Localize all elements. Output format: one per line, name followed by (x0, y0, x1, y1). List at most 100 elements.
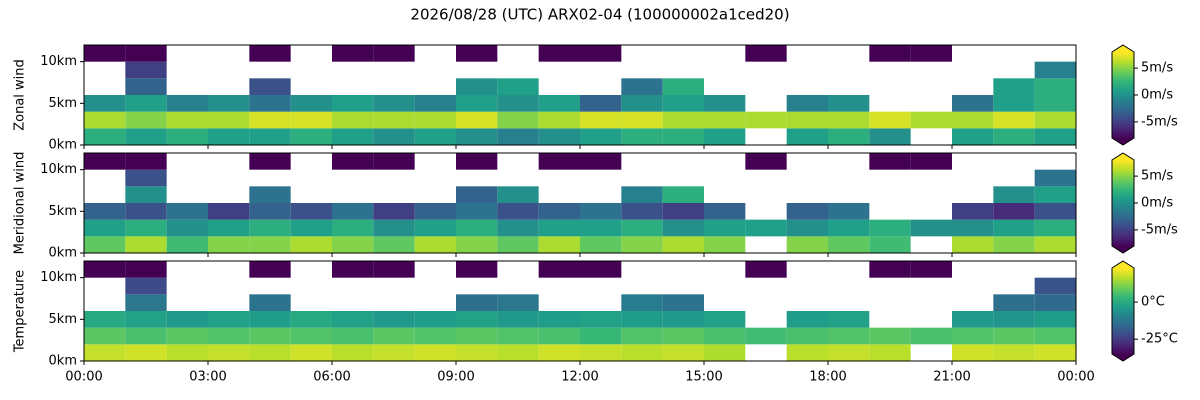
heatmap-cell (993, 344, 1035, 361)
heatmap-cell (993, 95, 1035, 112)
heatmap-cell (456, 219, 498, 237)
heatmap-cell (497, 203, 539, 220)
heatmap-cell (786, 111, 828, 129)
heatmap-cell (704, 219, 746, 237)
heatmap-cell (621, 111, 663, 129)
heatmap-cell (1034, 311, 1076, 328)
colorbar-segment (1112, 300, 1134, 303)
heatmap-cell (456, 45, 498, 62)
colorbar-segment (1112, 74, 1134, 77)
heatmap-cell (662, 128, 704, 145)
heatmap-cell (786, 128, 828, 145)
colorbar-segment (1112, 315, 1134, 318)
colorbar-segment (1112, 285, 1134, 288)
heatmap-cell (166, 219, 208, 237)
colorbar-segment (1112, 211, 1134, 214)
heatmap-cell (910, 261, 952, 278)
y-tick-label: 10km (40, 162, 77, 177)
colorbar-segment (1112, 224, 1134, 227)
y-axis-label: Meridional wind (13, 152, 28, 255)
colorbar-segment (1112, 333, 1134, 336)
heatmap-cell (373, 203, 415, 220)
heatmap-cell (456, 294, 498, 311)
colorbar-segment (1112, 230, 1134, 233)
heatmap-cell (456, 344, 498, 361)
heatmap-cell (993, 327, 1035, 345)
heatmap-cell (84, 261, 126, 278)
colorbar-extend (1112, 153, 1134, 160)
heatmap-cell (332, 327, 374, 345)
heatmap-cell (745, 219, 787, 237)
heatmap-cell (828, 111, 870, 129)
colorbar-segment (1112, 331, 1134, 333)
heatmap-cell (456, 153, 498, 170)
y-tick-label: 0km (49, 138, 77, 153)
heatmap-cell (249, 203, 291, 220)
heatmap-cell (828, 327, 870, 345)
colorbar-segment (1112, 110, 1134, 113)
colorbar-frame (1111, 152, 1135, 254)
heatmap-cell (249, 294, 291, 311)
heatmap-cell (662, 203, 704, 220)
colorbar-extend (1112, 138, 1134, 145)
colorbar-segment (1112, 268, 1134, 270)
heatmap-cell (952, 236, 994, 253)
heatmap-cell (456, 95, 498, 112)
heatmap-cell (993, 186, 1035, 203)
heatmap-cell (208, 311, 250, 328)
heatmap-cell (373, 128, 415, 145)
colorbar-segment (1112, 322, 1134, 325)
heatmap-cell (290, 327, 332, 345)
heatmap-cell (208, 344, 250, 361)
heatmap-cell (125, 111, 167, 129)
heatmap-cell (828, 95, 870, 112)
colorbar-segment (1112, 130, 1134, 133)
colorbar-extend (1112, 45, 1134, 52)
colorbar-segment (1112, 113, 1134, 116)
colorbar-extend (1112, 261, 1134, 268)
heatmap-cell (125, 186, 167, 203)
colorbar-segment (1112, 59, 1134, 62)
heatmap-cell (580, 219, 622, 237)
colorbar-segment (1112, 190, 1134, 193)
heatmap-cell (745, 111, 787, 129)
colorbar-segment (1112, 299, 1134, 302)
colorbar-segment (1112, 83, 1134, 86)
colorbar-segment (1112, 182, 1134, 185)
colorbar-segment (1112, 181, 1134, 184)
heatmap-cell (1034, 277, 1076, 295)
colorbar-segment (1112, 305, 1134, 308)
heatmap-cell (84, 203, 126, 220)
heatmap-cell (166, 344, 208, 361)
heatmap-cell (621, 219, 663, 237)
colorbar-segment (1112, 292, 1134, 295)
heatmap-cell (414, 95, 456, 112)
x-tick-label: 00:00 (1057, 370, 1094, 385)
colorbar-segment (1112, 62, 1134, 64)
colorbar-segment (1112, 175, 1134, 178)
colorbar-segment (1112, 86, 1134, 89)
heatmap-cell (497, 111, 539, 129)
colorbar-segment (1112, 343, 1134, 346)
heatmap-cell (786, 95, 828, 112)
colorbar-segment (1112, 349, 1134, 352)
heatmap-cell (786, 327, 828, 345)
heatmap-cell (125, 169, 167, 187)
heatmap-cell (125, 261, 167, 278)
heatmap-cell (704, 327, 746, 345)
heatmap-cell (249, 186, 291, 203)
heatmap-cell (208, 95, 250, 112)
colorbar-segment (1112, 273, 1134, 276)
colorbar-segment (1112, 57, 1134, 60)
heatmap-cell (580, 311, 622, 328)
colorbar-segment (1112, 275, 1134, 278)
colorbar-segment (1112, 60, 1134, 63)
heatmap-cell (621, 186, 663, 203)
colorbar-frame (1111, 44, 1135, 146)
heatmap-cell (497, 95, 539, 112)
colorbar-segment (1112, 325, 1134, 328)
heatmap-cell (704, 236, 746, 253)
colorbar-segment (1112, 70, 1134, 73)
colorbar-segment (1112, 207, 1134, 210)
colorbar-segment (1112, 90, 1134, 93)
